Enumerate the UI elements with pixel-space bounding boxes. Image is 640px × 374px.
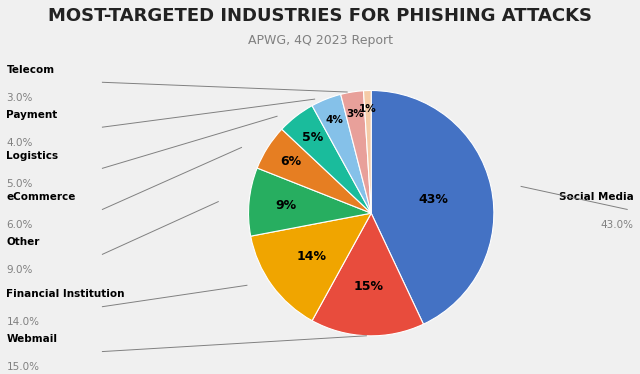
Wedge shape [371, 91, 494, 324]
Text: 15.0%: 15.0% [6, 362, 40, 372]
Text: 5%: 5% [302, 131, 323, 144]
Wedge shape [257, 129, 371, 213]
Text: 15%: 15% [354, 280, 384, 293]
Text: Webmail: Webmail [6, 334, 58, 344]
Text: eCommerce: eCommerce [6, 192, 76, 202]
Text: 14.0%: 14.0% [6, 317, 40, 327]
Text: Financial Institution: Financial Institution [6, 289, 125, 299]
Text: Logistics: Logistics [6, 151, 58, 161]
Text: Other: Other [6, 237, 40, 247]
Text: 3%: 3% [347, 109, 364, 119]
Text: 14%: 14% [297, 250, 326, 263]
Text: 43%: 43% [419, 193, 449, 206]
Text: Payment: Payment [6, 110, 58, 120]
Text: 9%: 9% [275, 199, 296, 212]
Wedge shape [340, 91, 371, 213]
Wedge shape [312, 213, 424, 336]
Text: 43.0%: 43.0% [600, 220, 634, 230]
Text: 6.0%: 6.0% [6, 220, 33, 230]
Wedge shape [282, 106, 371, 213]
Text: APWG, 4Q 2023 Report: APWG, 4Q 2023 Report [248, 34, 392, 47]
Text: MOST-TARGETED INDUSTRIES FOR PHISHING ATTACKS: MOST-TARGETED INDUSTRIES FOR PHISHING AT… [48, 7, 592, 25]
Text: 6%: 6% [280, 156, 301, 168]
Wedge shape [248, 168, 371, 236]
Text: 1%: 1% [359, 104, 377, 114]
Text: Telecom: Telecom [6, 65, 54, 75]
Text: 4%: 4% [325, 115, 343, 125]
Wedge shape [364, 91, 371, 213]
Wedge shape [251, 213, 371, 321]
Text: 9.0%: 9.0% [6, 265, 33, 275]
Text: 3.0%: 3.0% [6, 93, 33, 103]
Text: 4.0%: 4.0% [6, 138, 33, 148]
Text: 5.0%: 5.0% [6, 179, 33, 189]
Wedge shape [312, 94, 371, 213]
Text: Social Media: Social Media [559, 192, 634, 202]
